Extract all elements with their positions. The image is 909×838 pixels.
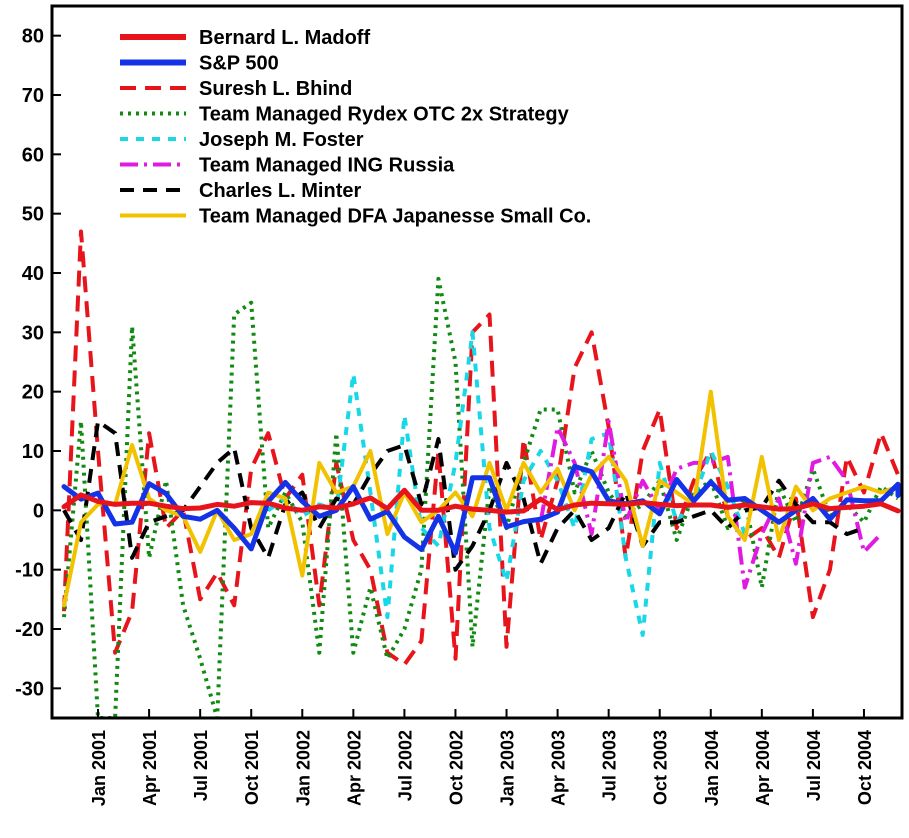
series-line-suresh-l-bhind	[62, 229, 900, 667]
x-tick-label: Jul 2001	[191, 730, 211, 801]
y-tick-label: 40	[22, 263, 44, 285]
legend-label-s-p-500: S&P 500	[199, 53, 279, 75]
x-tick-label: Apr 2002	[344, 730, 364, 806]
series-line-s-p-500	[61, 463, 901, 556]
x-tick-label: Jan 2002	[293, 730, 313, 806]
x-tick-label: Jul 2002	[395, 730, 415, 801]
plot-frame	[50, 4, 904, 720]
y-tick-label: 0	[33, 500, 44, 522]
series-line-charles-l-minter	[62, 419, 865, 572]
y-tick-label: -30	[15, 678, 44, 700]
y-tick-label: 70	[22, 85, 44, 107]
legend-label-bernard-l-madoff: Bernard L. Madoff	[199, 27, 370, 49]
x-tick-label: Jul 2003	[600, 730, 620, 801]
series-line-bernard-l-madoff	[61, 487, 901, 515]
x-tick-label: Oct 2001	[242, 730, 262, 805]
legend: Bernard L. Madoff S&P 500 Suresh L. Bhind T…	[120, 27, 591, 228]
y-tick-label: 30	[22, 322, 44, 344]
y-tick-label: 60	[22, 144, 44, 166]
legend-label-team-managed-rydex-otc-2x-strategy: Team Managed Rydex OTC 2x Strategy	[199, 104, 570, 126]
x-tick-label: Apr 2004	[753, 730, 773, 806]
x-tick-label: Jan 2001	[89, 730, 109, 806]
y-tick-label: 50	[22, 204, 44, 226]
series-line-team-managed-dfa-japanesse-small-co	[62, 389, 900, 608]
legend-label-charles-l-minter: Charles L. Minter	[199, 180, 361, 202]
x-tick-label: Jan 2004	[702, 730, 722, 806]
x-tick-label: Jan 2003	[498, 730, 518, 806]
series-line-team-managed-ing-russia	[538, 419, 883, 590]
series-line-team-managed-rydex-otc-2x-strategy	[62, 276, 900, 718]
x-tick-label: Oct 2003	[651, 730, 671, 805]
y-tick-label: 20	[22, 382, 44, 404]
series-layer	[61, 229, 901, 718]
x-tick-label: Jul 2004	[804, 730, 824, 801]
x-tick-label: Oct 2004	[855, 730, 875, 805]
x-tick-label: Oct 2002	[446, 730, 466, 805]
x-tick-label: Apr 2001	[140, 730, 160, 806]
legend-label-team-managed-ing-russia: Team Managed ING Russia	[199, 155, 455, 177]
y-tick-label: 80	[22, 26, 44, 48]
x-tick-label: Apr 2003	[549, 730, 569, 806]
y-tick-label: -10	[15, 560, 44, 582]
legend-label-suresh-l-bhind: Suresh L. Bhind	[199, 78, 352, 100]
x-axis: Jan 2001 Apr 2001 Jul 2001 Oct 2001 Jan 2002…	[89, 709, 875, 806]
y-tick-label: 10	[22, 441, 44, 463]
legend-label-team-managed-dfa-japanesse-small-co: Team Managed DFA Japanesse Small Co.	[199, 206, 591, 228]
y-axis: 80 70 60 50 40 30 20 10 0 -10 -20 -30	[15, 26, 61, 700]
legend-label-joseph-m-foster: Joseph M. Foster	[199, 129, 364, 151]
y-tick-label: -20	[15, 619, 44, 641]
